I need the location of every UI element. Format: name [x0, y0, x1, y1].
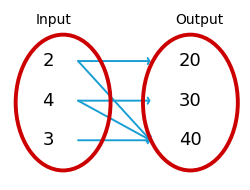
Text: 20: 20	[178, 52, 201, 70]
Text: 40: 40	[178, 131, 201, 149]
Text: Input: Input	[36, 13, 71, 27]
Text: Output: Output	[175, 13, 223, 27]
Text: 3: 3	[42, 131, 54, 149]
Text: 30: 30	[178, 92, 201, 110]
Text: 2: 2	[42, 52, 54, 70]
Text: 4: 4	[42, 92, 54, 110]
